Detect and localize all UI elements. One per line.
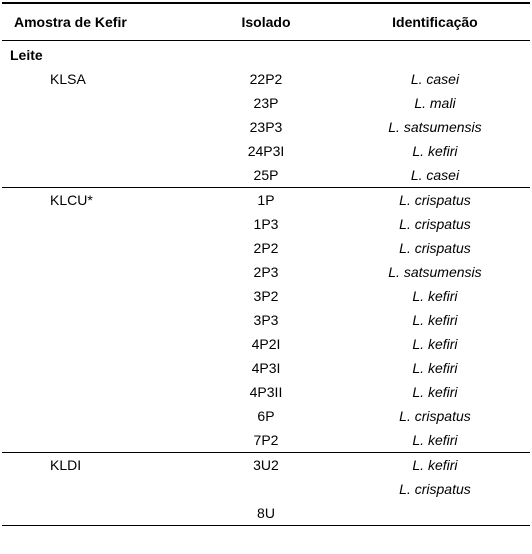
table-row: 25PL. casei xyxy=(2,163,530,188)
cell-isolado: 4P3I xyxy=(192,356,340,380)
cell-sample xyxy=(2,356,192,380)
table-row: 7P2L. kefiri xyxy=(2,428,530,453)
cell-sample xyxy=(2,284,192,308)
cell-isolado: 2P2 xyxy=(192,236,340,260)
table-row: KLSA22P2L. casei xyxy=(2,67,530,91)
cell-isolado xyxy=(192,477,340,501)
cell-ident: L. kefiri xyxy=(340,428,530,453)
cell-ident: L. casei xyxy=(340,163,530,188)
cell-sample xyxy=(2,139,192,163)
cell-isolado: 4P2I xyxy=(192,332,340,356)
cell-sample xyxy=(2,404,192,428)
cell-ident: L. crispatus xyxy=(340,212,530,236)
cell-isolado: 25P xyxy=(192,163,340,188)
cell-isolado: 6P xyxy=(192,404,340,428)
table-row: L. crispatus xyxy=(2,477,530,501)
cell-isolado: 8U xyxy=(192,501,340,526)
cell-sample xyxy=(2,332,192,356)
table-row: KLCU*1PL. crispatus xyxy=(2,188,530,213)
cell-ident: L. kefiri xyxy=(340,332,530,356)
cell-isolado: 3U2 xyxy=(192,453,340,478)
cell-ident: L. casei xyxy=(340,67,530,91)
cell-sample: KLDI xyxy=(2,453,192,478)
cell-sample xyxy=(2,91,192,115)
cell-sample xyxy=(2,477,192,501)
cell-sample xyxy=(2,163,192,188)
cell-ident: L. kefiri xyxy=(340,308,530,332)
cell-sample: KLCU* xyxy=(2,188,192,213)
cell-ident: L. satsumensis xyxy=(340,115,530,139)
cell-isolado: 3P2 xyxy=(192,284,340,308)
cell-sample xyxy=(2,115,192,139)
col-header-ident: Identificação xyxy=(340,3,530,41)
cell-sample xyxy=(2,212,192,236)
cell-isolado: 7P2 xyxy=(192,428,340,453)
cell-sample: KLSA xyxy=(2,67,192,91)
cell-isolado: 23P3 xyxy=(192,115,340,139)
cell-ident: L. kefiri xyxy=(340,356,530,380)
table-row: KLDI3U2L. kefiri xyxy=(2,453,530,478)
table-row: 24P3IL. kefiri xyxy=(2,139,530,163)
cell-sample xyxy=(2,308,192,332)
table-row: 23PL. mali xyxy=(2,91,530,115)
table-row: 23P3L. satsumensis xyxy=(2,115,530,139)
table-row: 4P3IIL. kefiri xyxy=(2,380,530,404)
cell-sample xyxy=(2,428,192,453)
table-row: 4P2IL. kefiri xyxy=(2,332,530,356)
table-body: LeiteKLSA22P2L. casei23PL. mali23P3L. sa… xyxy=(2,41,530,526)
cell-sample xyxy=(2,501,192,526)
cell-isolado: 1P xyxy=(192,188,340,213)
kefir-table-container: Amostra de Kefir Isolado Identificação L… xyxy=(2,2,530,526)
cell-isolado: 23P xyxy=(192,91,340,115)
section-header-row: Leite xyxy=(2,41,530,68)
kefir-table: Amostra de Kefir Isolado Identificação L… xyxy=(2,2,530,526)
table-row: 1P3L. crispatus xyxy=(2,212,530,236)
col-header-isolado: Isolado xyxy=(192,3,340,41)
cell-ident: L. kefiri xyxy=(340,453,530,478)
cell-isolado: 3P3 xyxy=(192,308,340,332)
table-header-row: Amostra de Kefir Isolado Identificação xyxy=(2,3,530,41)
cell-isolado: 1P3 xyxy=(192,212,340,236)
cell-ident: L. kefiri xyxy=(340,380,530,404)
cell-ident: L. crispatus xyxy=(340,236,530,260)
cell-isolado: 22P2 xyxy=(192,67,340,91)
section-label: Leite xyxy=(2,41,530,68)
cell-ident: L. crispatus xyxy=(340,477,530,501)
cell-ident: L. kefiri xyxy=(340,139,530,163)
cell-ident: L. crispatus xyxy=(340,404,530,428)
table-row: 8U xyxy=(2,501,530,526)
table-row: 3P3L. kefiri xyxy=(2,308,530,332)
cell-ident: L. crispatus xyxy=(340,188,530,213)
cell-ident: L. kefiri xyxy=(340,284,530,308)
cell-isolado: 2P3 xyxy=(192,260,340,284)
cell-ident: L. mali xyxy=(340,91,530,115)
table-row: 2P2L. crispatus xyxy=(2,236,530,260)
col-header-sample: Amostra de Kefir xyxy=(2,3,192,41)
cell-ident xyxy=(340,501,530,526)
cell-ident: L. satsumensis xyxy=(340,260,530,284)
table-row: 4P3IL. kefiri xyxy=(2,356,530,380)
cell-isolado: 24P3I xyxy=(192,139,340,163)
cell-isolado: 4P3II xyxy=(192,380,340,404)
cell-sample xyxy=(2,380,192,404)
cell-sample xyxy=(2,236,192,260)
cell-sample xyxy=(2,260,192,284)
table-row: 2P3L. satsumensis xyxy=(2,260,530,284)
table-row: 3P2L. kefiri xyxy=(2,284,530,308)
table-row: 6PL. crispatus xyxy=(2,404,530,428)
